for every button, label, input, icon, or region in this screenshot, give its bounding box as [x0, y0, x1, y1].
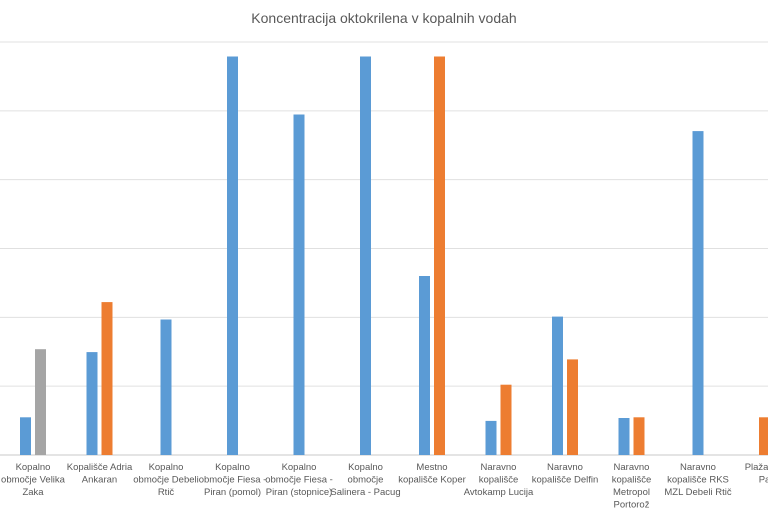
x-tick-label: Naravno kopališče Metropol Portorož	[612, 462, 652, 511]
x-tick-label: Naravno kopališče Delfin	[532, 462, 599, 486]
x-tick-label: Plaža hotPa	[745, 462, 768, 486]
bar-series-1-category-3	[160, 319, 172, 455]
x-tick-label: Naravno kopališče Avtokamp Lucija	[464, 462, 534, 498]
x-tick-label: Kopalno območje Salinera - Pacug	[330, 462, 400, 498]
x-tick-label: Kopališče Adria Ankaran	[67, 462, 133, 486]
x-tick-label: Kopalno območje Velika Zaka	[1, 462, 66, 498]
x-tick-label: Kopalno območje Fiesa -Piran (stopnice)	[265, 462, 333, 498]
bar-series-2-category-7	[434, 56, 445, 455]
x-tick-label: Naravno kopališče RKS MZL Debeli Rtič	[664, 462, 731, 498]
bar-series-2-category-12	[759, 417, 768, 455]
bar-series-2-category-9	[567, 359, 578, 455]
bar-series-3-category-1	[35, 349, 46, 455]
x-tick-label: Mestno kopališče Koper	[398, 462, 466, 486]
bar-series-2-category-2	[101, 302, 113, 455]
x-tick-label: Kopalno območje Fiesa -Piran (pomol)	[199, 462, 267, 498]
bar-series-1-category-1	[20, 417, 31, 455]
bar-series-1-category-5	[293, 114, 305, 455]
bar-series-1-category-7	[419, 276, 430, 455]
bar-series-1-category-10	[618, 418, 630, 455]
bar-series-1-category-9	[552, 316, 563, 455]
chart-title: Koncentracija oktokrilena v kopalnih vod…	[251, 10, 517, 26]
bar-series-2-category-10	[633, 417, 645, 455]
bar-series-1-category-6	[360, 56, 371, 455]
bar-series-1-category-4	[227, 56, 238, 455]
bar-series-1-category-2	[86, 352, 98, 455]
bar-series-1-category-8	[485, 420, 497, 455]
x-tick-label: Kopalno območje Debeli Rtič	[133, 462, 198, 498]
bar-series-1-category-11	[692, 131, 704, 455]
bar-series-2-category-8	[500, 384, 512, 455]
